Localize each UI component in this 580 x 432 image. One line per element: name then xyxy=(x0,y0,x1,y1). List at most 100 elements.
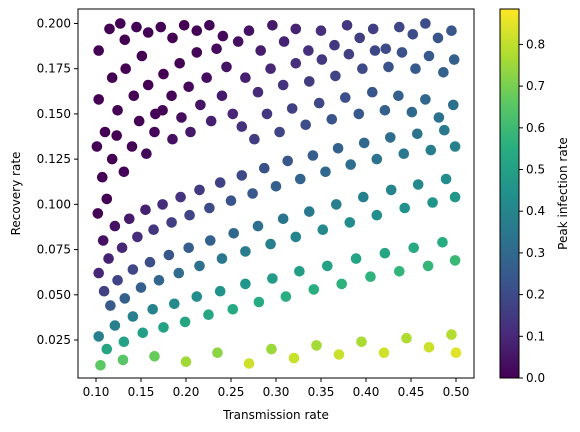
data-point xyxy=(280,291,292,302)
data-point xyxy=(265,238,276,250)
x-tick-label: 0.40 xyxy=(353,385,380,399)
data-point xyxy=(333,349,345,360)
data-point xyxy=(304,76,315,87)
data-point xyxy=(277,213,289,225)
data-point xyxy=(101,193,113,205)
data-point xyxy=(437,237,448,248)
data-point xyxy=(367,23,379,35)
data-point xyxy=(398,148,410,159)
x-tick-label: 0.45 xyxy=(398,385,425,399)
data-point xyxy=(243,25,255,36)
y-tick-label: 0.050 xyxy=(37,288,71,302)
data-point xyxy=(408,242,420,254)
data-point xyxy=(394,21,405,33)
data-point xyxy=(311,340,322,351)
data-point xyxy=(203,309,214,321)
data-point xyxy=(205,115,217,127)
data-point xyxy=(157,199,168,210)
plot-area xyxy=(78,9,474,378)
data-point xyxy=(356,336,367,348)
data-point xyxy=(407,29,419,40)
data-point xyxy=(155,21,167,33)
data-point xyxy=(332,143,344,154)
data-point xyxy=(131,21,142,33)
data-point xyxy=(307,150,319,161)
data-point xyxy=(98,285,110,297)
data-point xyxy=(142,27,154,38)
data-point xyxy=(212,347,223,359)
data-point xyxy=(420,94,431,105)
data-point xyxy=(194,260,205,272)
data-point xyxy=(448,54,460,65)
data-point xyxy=(438,67,449,78)
data-point xyxy=(270,181,282,192)
x-axis: 0.10 0.15 0.20 0.25 0.30 0.35 0.40 0.45 0.50 xyxy=(83,378,469,399)
data-point xyxy=(216,90,228,102)
data-point xyxy=(225,195,237,206)
data-point xyxy=(412,128,423,140)
data-point xyxy=(228,228,239,239)
data-point xyxy=(97,235,109,246)
data-point xyxy=(179,316,191,328)
data-point xyxy=(236,121,248,132)
data-point xyxy=(423,342,435,353)
data-point xyxy=(124,213,135,225)
data-point xyxy=(178,20,190,31)
data-point xyxy=(183,81,194,93)
data-point xyxy=(300,119,312,131)
data-point xyxy=(109,320,121,331)
data-point xyxy=(166,90,177,102)
data-point xyxy=(166,217,177,228)
data-point xyxy=(423,50,435,62)
data-point xyxy=(252,86,264,98)
data-point xyxy=(425,144,437,156)
data-point xyxy=(127,264,139,275)
data-point xyxy=(93,45,104,56)
data-point xyxy=(446,25,457,36)
data-point xyxy=(343,48,355,60)
data-point xyxy=(252,220,264,232)
data-point xyxy=(95,360,106,371)
data-point xyxy=(128,90,140,102)
data-point xyxy=(169,298,180,310)
data-point xyxy=(194,184,205,196)
data-point xyxy=(330,70,341,82)
data-point xyxy=(158,68,169,80)
data-point xyxy=(227,108,239,120)
data-point xyxy=(191,291,203,302)
data-point xyxy=(286,103,298,114)
data-point xyxy=(118,336,130,348)
data-point xyxy=(261,108,273,120)
data-point xyxy=(214,285,226,297)
data-point xyxy=(106,72,118,83)
data-point xyxy=(117,354,129,366)
data-point xyxy=(240,72,251,83)
data-point xyxy=(379,105,391,116)
data-point xyxy=(183,242,194,254)
data-point xyxy=(326,114,338,125)
data-point xyxy=(383,61,394,73)
data-point xyxy=(149,351,160,362)
colorbar: 0.0 0.1 0.2 0.3 0.4 0.5 0.6 0.7 0.8 xyxy=(499,8,545,385)
x-tick-label: 0.20 xyxy=(173,385,200,399)
y-axis-label: Recovery rate xyxy=(9,152,23,236)
data-point xyxy=(449,255,461,266)
data-point xyxy=(358,137,370,149)
data-point xyxy=(449,141,461,152)
data-point xyxy=(393,90,404,102)
data-point xyxy=(158,322,169,333)
colorbar-tick-label: 0.1 xyxy=(526,329,545,343)
data-point xyxy=(132,231,143,243)
data-point xyxy=(295,173,306,185)
data-point xyxy=(316,54,328,65)
data-point xyxy=(106,153,118,165)
data-point xyxy=(331,199,342,210)
data-point xyxy=(294,266,305,277)
data-point xyxy=(167,32,178,44)
data-point xyxy=(345,159,357,170)
data-point xyxy=(101,343,113,355)
data-point xyxy=(92,208,104,219)
data-point xyxy=(144,256,156,268)
